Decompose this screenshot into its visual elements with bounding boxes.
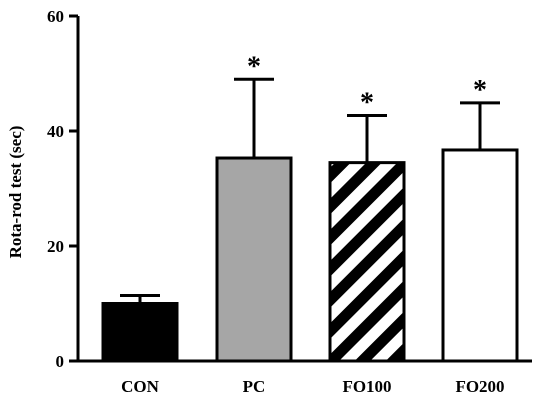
bar-fo100 [328,161,406,363]
y-tick-label: 20 [47,237,64,256]
error-bars-group [120,77,500,304]
x-tick-label-fo100: FO100 [342,377,391,396]
significance-group: * * * [247,51,487,118]
x-tick-label-con: CON [121,377,160,396]
x-axis-labels: CON PC FO100 FO200 [121,377,504,396]
significance-star-pc: * [247,51,261,82]
y-tick-label: 40 [47,122,64,141]
significance-star-fo200: * [473,75,487,106]
bar-con [101,302,179,363]
x-tick-label-pc: PC [243,377,266,396]
y-tick-label: 0 [56,352,65,371]
bar-pc [215,156,293,363]
y-tick-label: 60 [47,7,64,26]
significance-star-fo100: * [360,87,374,118]
y-axis-label: Rota-rod test (sec) [6,126,25,259]
y-axis-ticks: 0 20 40 60 [47,7,78,371]
bars-group [101,148,519,363]
bar-fo200 [441,148,519,363]
x-tick-label-fo200: FO200 [455,377,504,396]
